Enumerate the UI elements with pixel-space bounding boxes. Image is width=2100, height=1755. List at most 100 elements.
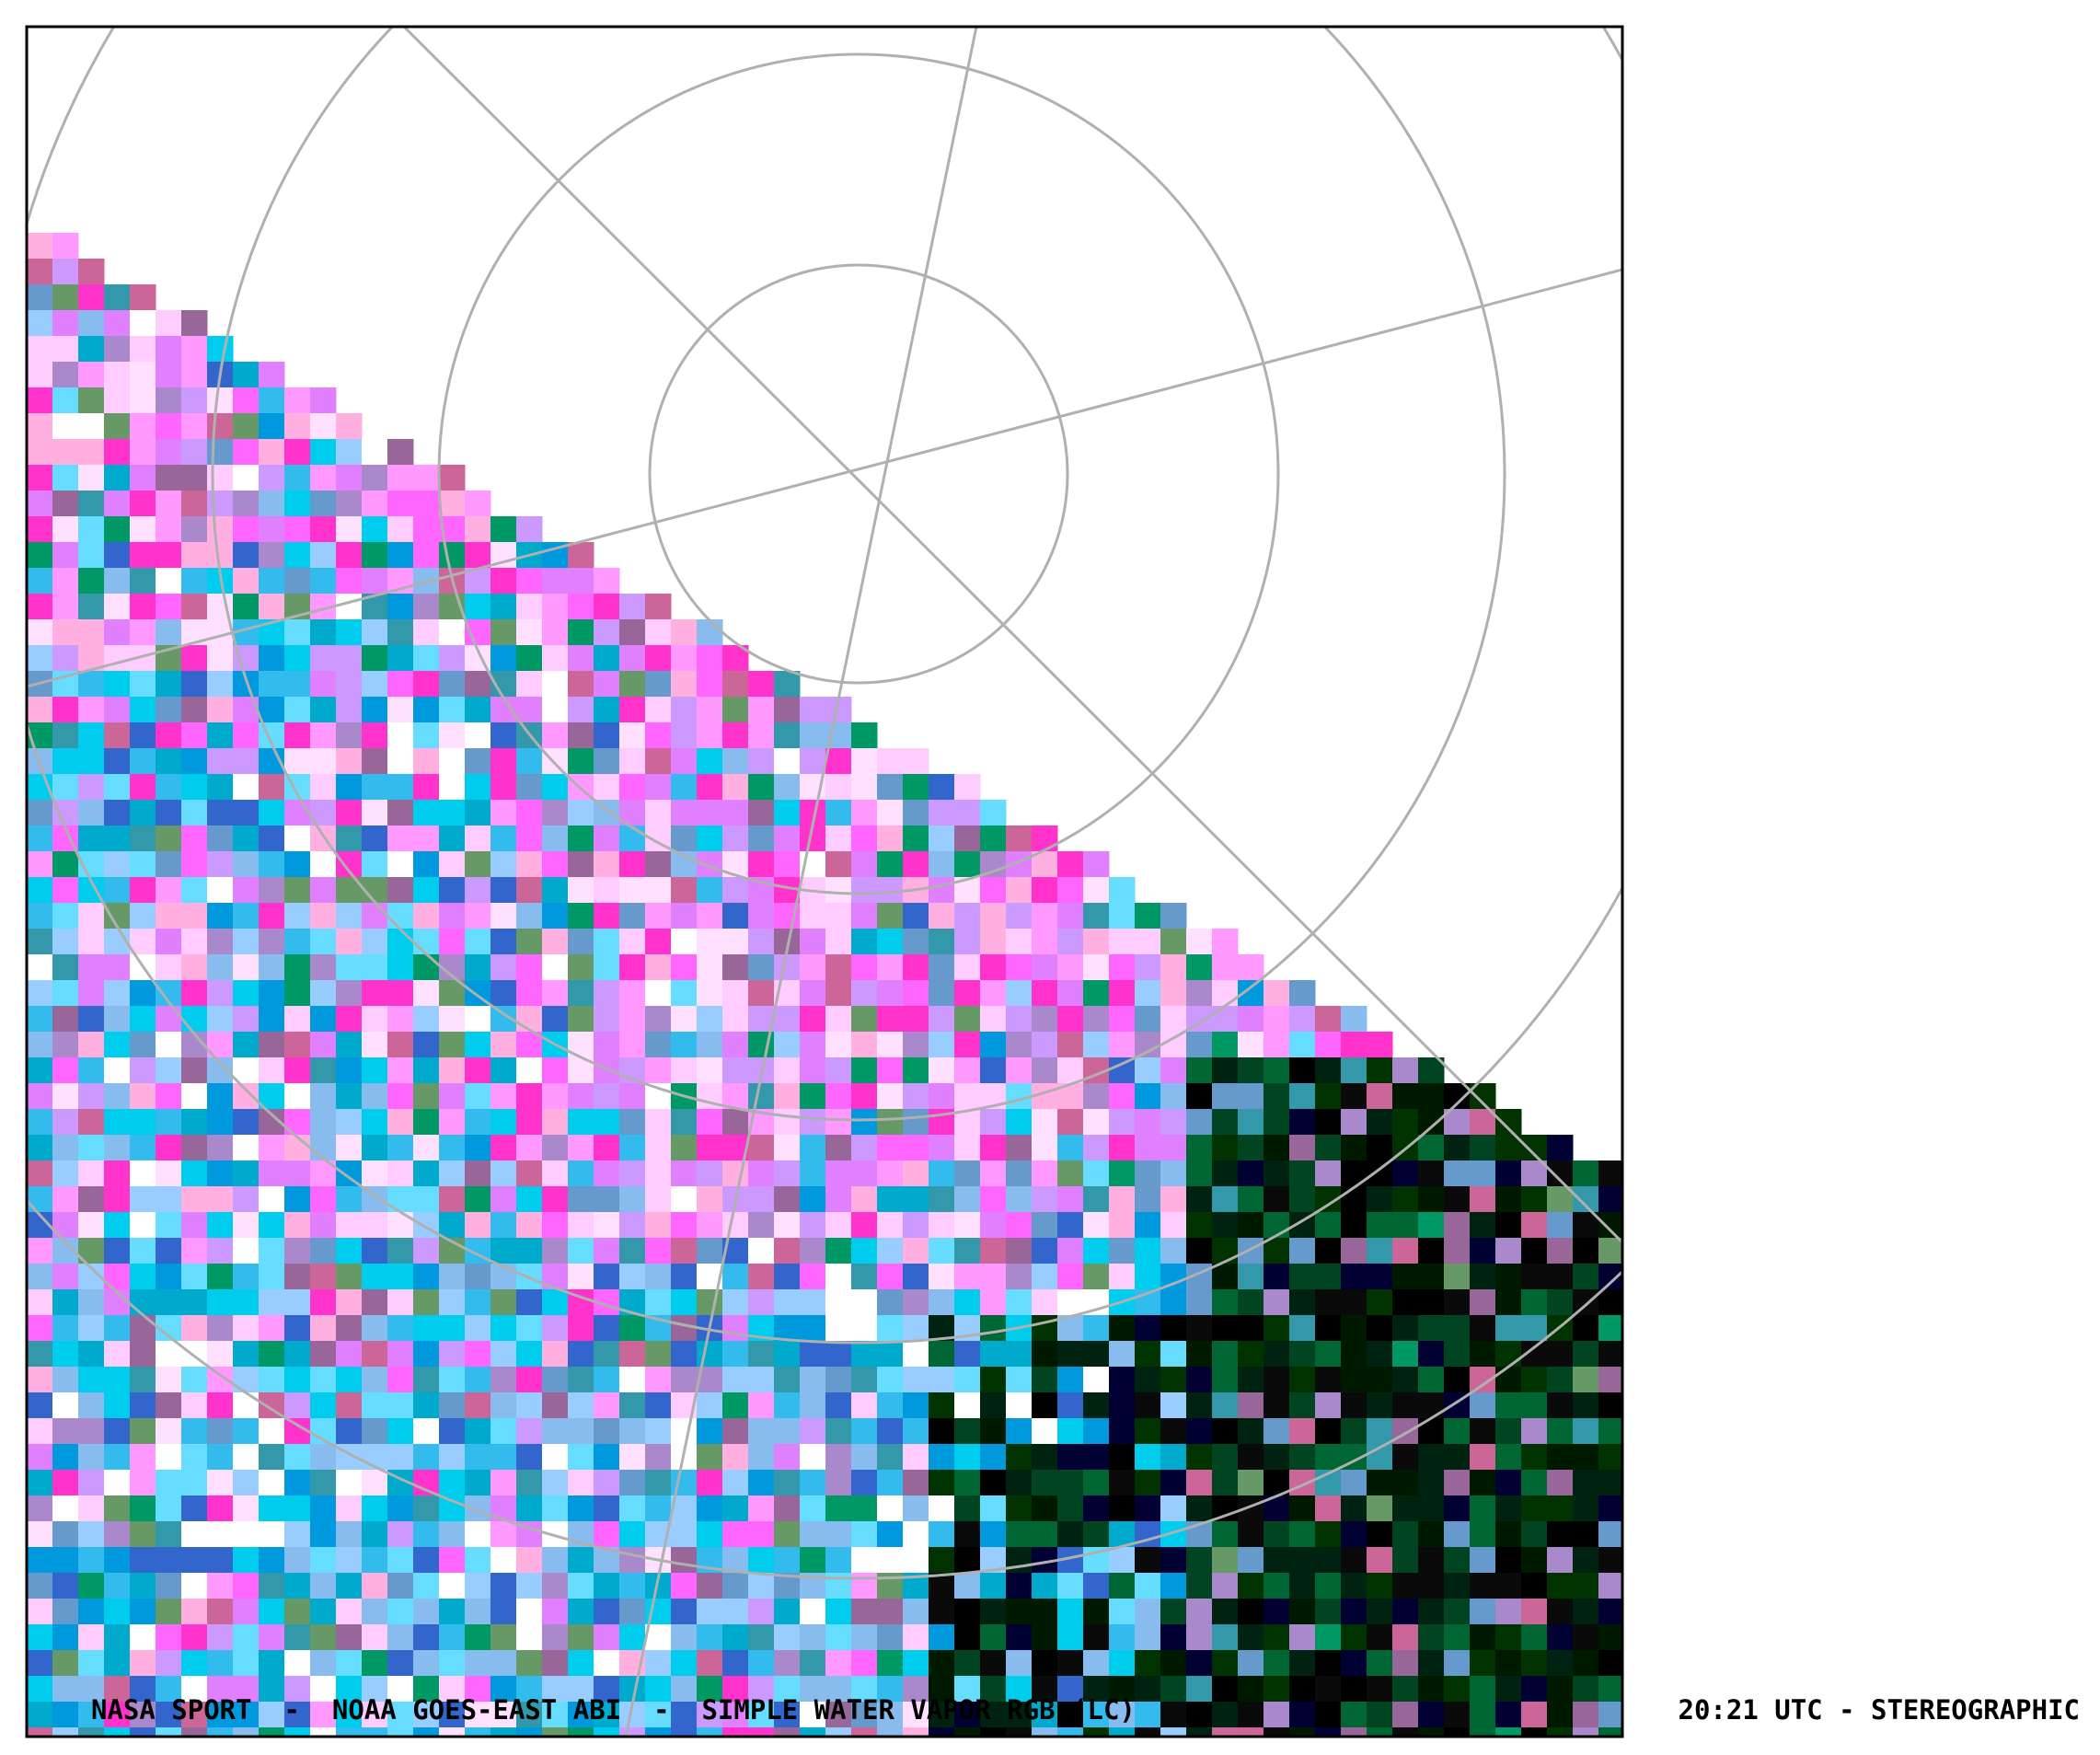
image-pixel [568,619,594,646]
image-pixel [1006,1418,1033,1445]
image-pixel [1547,1650,1574,1677]
image-pixel [929,1702,955,1728]
image-pixel [542,1006,569,1033]
image-pixel [490,980,517,1007]
image-pixel [568,1650,594,1677]
image-pixel [542,1109,569,1136]
image-pixel [980,1264,1007,1290]
image-pixel [800,1006,826,1033]
image-pixel [1521,1238,1548,1264]
image-pixel [774,1109,801,1136]
image-pixel [1135,1109,1161,1136]
image-pixel [697,1289,723,1316]
image-pixel [310,1006,337,1033]
image-pixel [542,594,569,620]
image-pixel [104,1083,131,1110]
image-pixel [465,1006,491,1033]
image-pixel [156,1186,182,1213]
image-pixel [362,954,388,981]
image-pixel [413,1624,440,1651]
image-pixel [1289,1521,1316,1548]
image-pixel [800,722,826,749]
image-pixel [181,1624,208,1651]
image-pixel [903,954,929,981]
image-pixel [52,362,79,388]
image-pixel [516,980,543,1007]
image-pixel [52,1495,79,1522]
image-pixel [310,1727,337,1737]
image-pixel [104,1676,131,1703]
image-pixel [181,697,208,723]
image-pixel [207,439,234,466]
image-pixel [130,1006,156,1033]
image-pixel [1212,1160,1239,1187]
image-pixel [568,1392,594,1419]
image-pixel [52,1083,79,1110]
image-pixel [465,1444,491,1471]
image-pixel [1521,1521,1548,1548]
image-pixel [1109,1727,1136,1737]
image-pixel [1315,1315,1342,1342]
image-pixel [903,1624,929,1651]
image-pixel [104,1135,131,1161]
image-pixel [439,1418,466,1445]
image-pixel [594,1315,620,1342]
image-pixel [27,594,53,620]
image-pixel [1160,1470,1187,1496]
image-pixel [1521,1135,1548,1161]
image-pixel [336,1573,363,1599]
image-pixel [594,980,620,1007]
image-pixel [439,1702,466,1728]
image-pixel [903,1289,929,1316]
image-pixel [748,980,775,1007]
image-pixel [362,1006,388,1033]
image-pixel [1186,1083,1213,1110]
image-pixel [645,619,672,646]
image-pixel [284,1238,311,1264]
image-pixel [877,1264,904,1290]
image-pixel [336,645,363,672]
image-pixel [697,1676,723,1703]
image-pixel [310,903,337,929]
image-pixel [929,1367,955,1393]
image-pixel [130,1083,156,1110]
image-pixel [1263,1573,1290,1599]
image-pixel [284,1032,311,1058]
image-pixel [1598,1315,1622,1342]
image-pixel [1521,1392,1548,1419]
image-pixel [52,542,79,569]
image-pixel [104,1573,131,1599]
image-pixel [800,1212,826,1239]
image-pixel [362,1702,388,1728]
image-pixel [465,1264,491,1290]
image-pixel [156,800,182,826]
image-pixel [233,1547,260,1574]
image-pixel [1109,1032,1136,1058]
image-pixel [1392,1521,1419,1548]
image-pixel [490,1650,517,1677]
image-pixel [954,1341,981,1368]
image-pixel [310,748,337,775]
image-pixel [516,1315,543,1342]
image-pixel [1521,1315,1548,1342]
image-pixel [27,1289,53,1316]
image-pixel [954,1521,981,1548]
image-pixel [825,954,852,981]
image-pixel [413,491,440,517]
image-pixel [1418,1599,1445,1625]
image-pixel [748,774,775,801]
image-pixel [748,1676,775,1703]
image-pixel [27,362,53,388]
image-pixel [903,1264,929,1290]
image-pixel [748,748,775,775]
image-pixel [439,619,466,646]
image-pixel [1238,1676,1264,1703]
image-pixel [954,1676,981,1703]
image-pixel [336,594,363,620]
image-pixel [310,1444,337,1471]
image-pixel [413,722,440,749]
image-pixel [233,1160,260,1187]
image-pixel [259,1057,285,1084]
image-pixel [104,697,131,723]
image-pixel [233,1444,260,1471]
